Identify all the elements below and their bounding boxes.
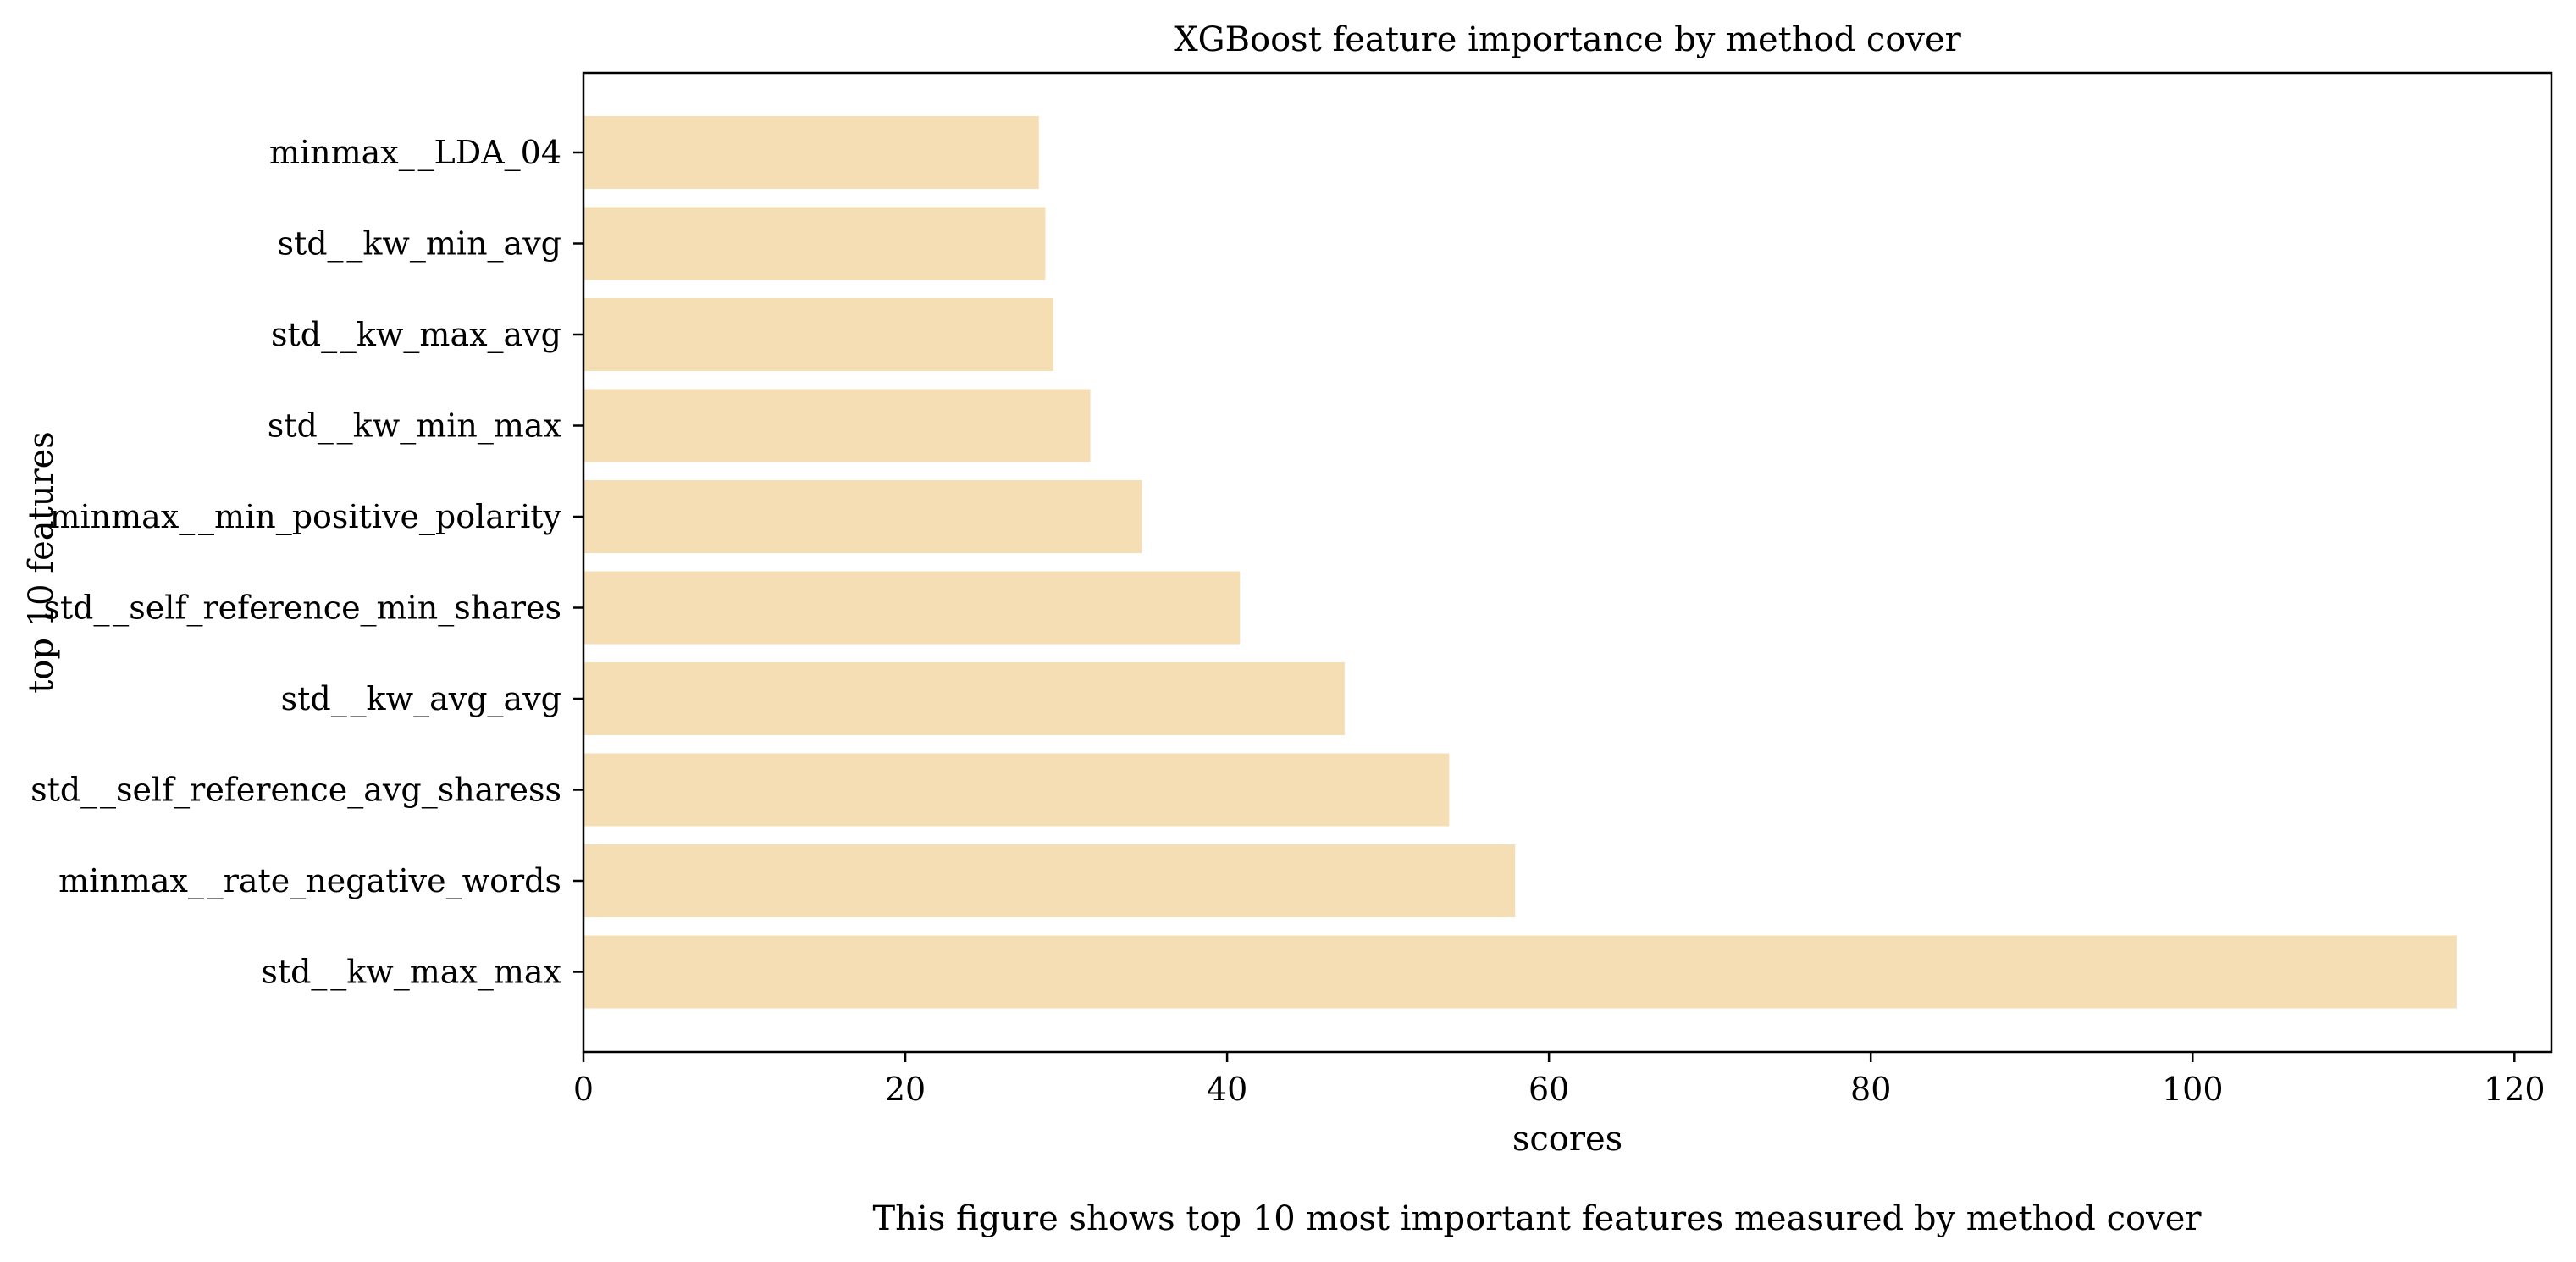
y-tick-label: std_ _self_reference_avg_sharess <box>30 772 561 810</box>
bar-std__self_reference_min_shares <box>583 571 1241 645</box>
bar-std__kw_max_avg <box>583 298 1053 371</box>
x-tick-label: 40 <box>1207 1071 1247 1108</box>
y-tick-label: minmax_ _rate_negative_words <box>58 862 561 900</box>
bar-minmax__min_positive_polarity <box>583 480 1142 553</box>
x-axis-label: scores <box>1512 1120 1622 1159</box>
y-tick-label: minmax_ _min_positive_polarity <box>49 498 561 536</box>
y-tick-label: minmax_ _LDA_04 <box>269 134 561 172</box>
chart-title: XGBoost feature importance by method cov… <box>1174 20 1961 59</box>
bar-minmax__rate_negative_words <box>583 844 1516 917</box>
bar-std__kw_avg_avg <box>583 662 1345 735</box>
x-tick-label: 60 <box>1528 1071 1569 1108</box>
y-tick-label: std_ _self_reference_min_shares <box>43 589 561 628</box>
bar-std__kw_min_avg <box>583 207 1046 280</box>
x-axis-ticks: 0 20 40 60 80 100 120 <box>573 1052 2546 1108</box>
x-tick-label: 80 <box>1850 1071 1891 1108</box>
bars-group <box>583 116 2457 1009</box>
y-tick-label: std_ _kw_min_avg <box>277 225 561 263</box>
y-tick-label: std_ _kw_avg_avg <box>281 680 561 718</box>
bar-std__kw_min_max <box>583 389 1091 462</box>
x-tick-label: 120 <box>2484 1071 2546 1108</box>
x-tick-label: 0 <box>573 1071 594 1108</box>
x-tick-label: 20 <box>885 1071 926 1108</box>
x-tick-label: 100 <box>2162 1071 2224 1108</box>
plot-frame <box>582 71 2553 1054</box>
y-tick-label: std_ _kw_max_max <box>261 954 561 992</box>
y-tick-label: std_ _kw_min_max <box>268 407 561 446</box>
y-tick-label: std_ _kw_max_avg <box>271 316 561 354</box>
bar-minmax__LDA_04 <box>583 116 1039 189</box>
bar-std__kw_max_max <box>583 935 2457 1009</box>
bar-std__self_reference_avg_sharess <box>583 753 1450 827</box>
y-axis-ticks: minmax_ _LDA_04 std_ _kw_min_avg std_ _kw_… <box>30 134 583 992</box>
y-axis-label: top 10 features <box>22 431 61 694</box>
figure-caption: This figure shows top 10 most important … <box>873 1199 2203 1238</box>
